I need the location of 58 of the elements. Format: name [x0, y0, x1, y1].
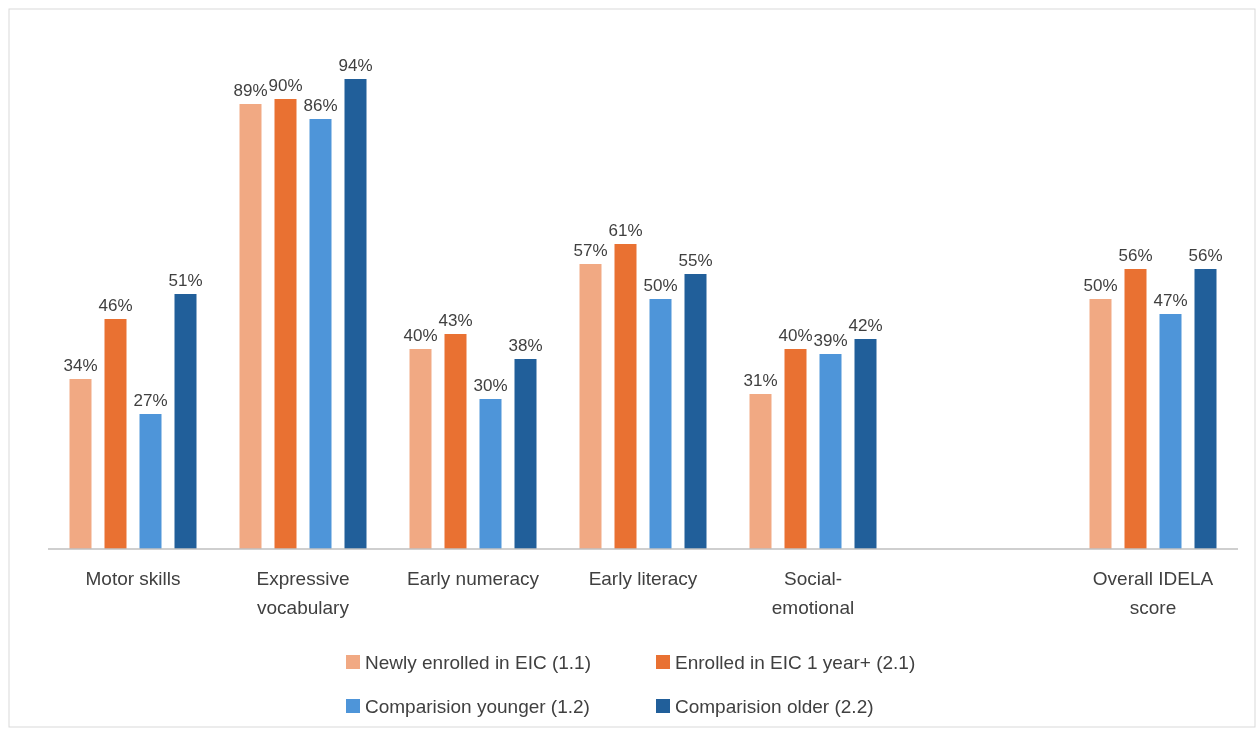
data-label: 40% — [778, 326, 813, 345]
bar — [514, 359, 537, 549]
bar — [104, 319, 127, 549]
bar — [1159, 314, 1182, 549]
data-label: 56% — [1118, 246, 1153, 265]
bar — [819, 354, 842, 549]
data-label: 31% — [743, 371, 778, 390]
data-label: 55% — [678, 251, 713, 270]
x-tick-label: Expressive vocabulary — [256, 568, 350, 618]
data-label: 50% — [643, 276, 678, 295]
legend-label: Newly enrolled in EIC (1.1) — [365, 652, 591, 673]
bar — [139, 414, 162, 549]
bar — [444, 334, 467, 549]
bar — [174, 294, 197, 549]
data-label: 51% — [168, 271, 203, 290]
bar — [344, 79, 367, 549]
data-label: 43% — [438, 311, 473, 330]
legend-label: Enrolled in EIC 1 year+ (2.1) — [675, 652, 916, 673]
data-label: 42% — [848, 316, 883, 335]
data-label: 56% — [1188, 246, 1223, 265]
bar — [274, 99, 297, 549]
bar — [854, 339, 877, 549]
data-label: 27% — [133, 391, 168, 410]
data-label: 46% — [98, 296, 133, 315]
data-label: 89% — [233, 81, 268, 100]
x-tick-label: Motor skills — [85, 568, 181, 589]
bar — [649, 299, 672, 549]
x-tick-label: Social-emotional — [771, 568, 855, 618]
bar — [479, 399, 502, 549]
data-label: 47% — [1153, 291, 1188, 310]
bar — [684, 274, 707, 549]
data-label: 50% — [1083, 276, 1118, 295]
x-tick-label: Early literacy — [588, 568, 698, 589]
legend-label: Comparision younger (1.2) — [365, 696, 590, 717]
bar — [784, 349, 807, 549]
data-label: 30% — [473, 376, 508, 395]
data-label: 57% — [573, 241, 608, 260]
bar — [239, 104, 262, 549]
bar — [749, 394, 772, 549]
bar — [579, 264, 602, 549]
bar — [1089, 299, 1112, 549]
data-label: 39% — [813, 331, 848, 350]
bar — [69, 379, 92, 549]
bar — [309, 119, 332, 549]
data-label: 86% — [303, 96, 338, 115]
data-label: 90% — [268, 76, 303, 95]
x-tick-label: Overall IDELA score — [1092, 568, 1214, 618]
x-tick-label: Early numeracy — [407, 568, 540, 589]
data-label: 94% — [338, 56, 373, 75]
data-label: 34% — [63, 356, 98, 375]
legend-label: Comparision older (2.2) — [675, 696, 874, 717]
bar — [409, 349, 432, 549]
bar — [1194, 269, 1217, 549]
bar — [614, 244, 637, 549]
data-label: 38% — [508, 336, 543, 355]
bar — [1124, 269, 1147, 549]
data-label: 40% — [403, 326, 438, 345]
data-label: 61% — [608, 221, 643, 240]
